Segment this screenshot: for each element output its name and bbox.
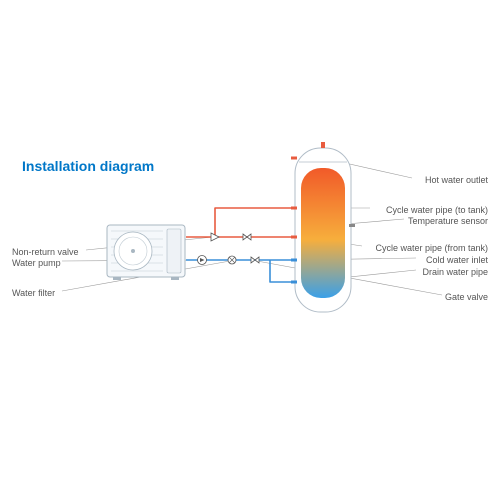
label-non-return-valve: Non-return valve [12,247,79,257]
label-hot-water-outlet: Hot water outlet [425,175,488,185]
label-cold-water-inlet: Cold water inlet [426,255,488,265]
label-water-filter: Water filter [12,288,55,298]
diagram-title: Installation diagram [22,158,154,174]
label-temperature-sensor: Temperature sensor [408,216,488,226]
label-water-pump: Water pump [12,258,61,268]
label-cycle-to-tank: Cycle water pipe (to tank) [386,205,488,215]
label-cycle-from-tank: Cycle water pipe (from tank) [375,243,488,253]
label-drain-water-pipe: Drain water pipe [422,267,488,277]
label-gate-valve: Gate valve [445,292,488,302]
